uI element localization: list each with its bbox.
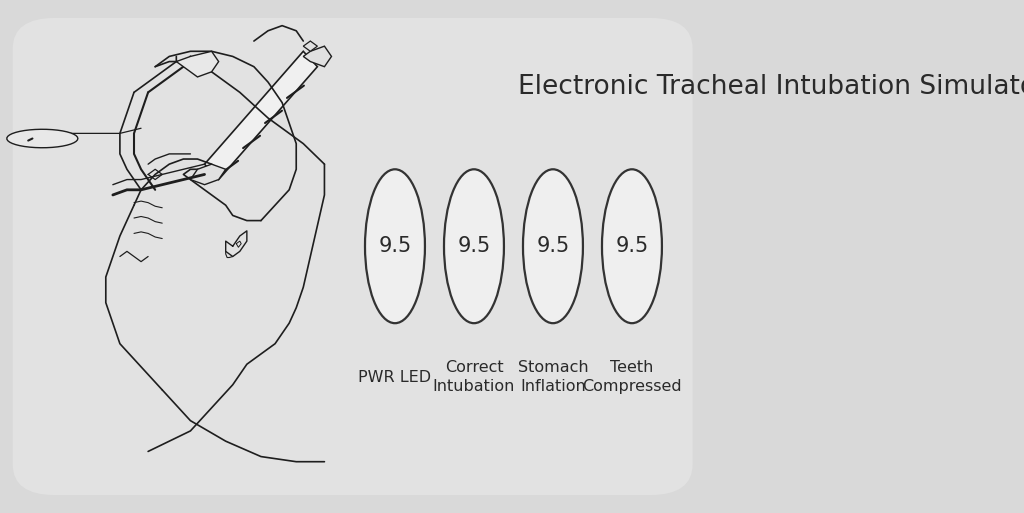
FancyBboxPatch shape [12, 18, 692, 495]
Text: Teeth
Compressed: Teeth Compressed [582, 360, 682, 394]
Text: 9.5: 9.5 [378, 236, 412, 256]
Polygon shape [176, 51, 219, 77]
Text: Correct
Intubation: Correct Intubation [433, 360, 515, 394]
Polygon shape [190, 164, 225, 185]
Polygon shape [205, 51, 317, 180]
Text: 9.5: 9.5 [537, 236, 569, 256]
Polygon shape [303, 41, 317, 51]
Ellipse shape [523, 169, 583, 323]
Text: Stomach
Inflation: Stomach Inflation [518, 360, 588, 394]
Text: 9.5: 9.5 [458, 236, 490, 256]
Text: PWR LED: PWR LED [358, 369, 431, 385]
Polygon shape [303, 46, 332, 67]
Ellipse shape [444, 169, 504, 323]
Ellipse shape [602, 169, 662, 323]
Polygon shape [7, 129, 78, 148]
Ellipse shape [365, 169, 425, 323]
Text: Electronic Tracheal Intubation Simulator: Electronic Tracheal Intubation Simulator [518, 74, 1024, 100]
Text: 9.5: 9.5 [615, 236, 648, 256]
